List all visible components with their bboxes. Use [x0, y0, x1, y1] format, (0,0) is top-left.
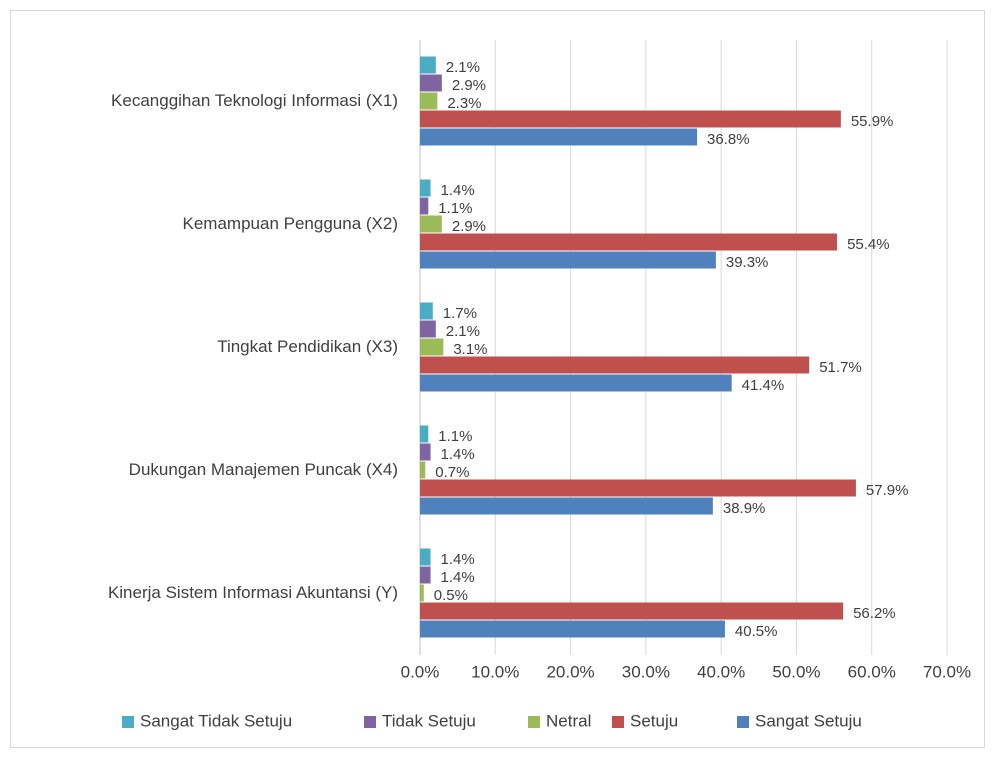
category-label: Tingkat Pendidikan (X3) [217, 337, 398, 356]
category-label: Kemampuan Pengguna (X2) [183, 214, 398, 233]
bar [420, 566, 431, 584]
data-label: 2.1% [446, 59, 480, 76]
bar [420, 425, 429, 443]
data-label: 55.4% [847, 236, 890, 253]
data-label: 1.4% [441, 569, 475, 586]
bar [420, 461, 426, 479]
data-label: 1.4% [441, 551, 475, 568]
bar [420, 110, 841, 128]
bar [420, 479, 856, 497]
bar [420, 338, 444, 356]
x-tick-label: 40.0% [697, 662, 745, 681]
bar [420, 179, 431, 197]
bar [420, 602, 844, 620]
category-label: Kinerja Sistem Informasi Akuntansi (Y) [108, 583, 398, 602]
data-label: 0.7% [435, 464, 469, 481]
data-label: 1.4% [441, 446, 475, 463]
data-label: 51.7% [819, 359, 862, 376]
legend-label: Tidak Setuju [382, 711, 476, 730]
x-tick-label: 50.0% [772, 662, 820, 681]
legend-label: Setuju [630, 711, 678, 730]
x-tick-label: 30.0% [622, 662, 670, 681]
bar [420, 302, 433, 320]
bar [420, 356, 810, 374]
bar [420, 374, 732, 392]
bar [420, 497, 713, 515]
data-label: 57.9% [866, 482, 909, 499]
x-tick-label: 20.0% [546, 662, 594, 681]
data-label: 40.5% [735, 623, 778, 640]
legend-swatch [364, 716, 376, 728]
data-label: 2.1% [446, 323, 480, 340]
data-label: 2.3% [447, 95, 481, 112]
bar [420, 620, 725, 638]
x-tick-label: 0.0% [401, 662, 440, 681]
bar [420, 128, 698, 146]
data-label: 39.3% [726, 254, 769, 271]
bar [420, 74, 442, 92]
data-label: 1.1% [438, 200, 472, 217]
data-label: 1.1% [438, 428, 472, 445]
x-tick-label: 60.0% [848, 662, 896, 681]
legend-swatch [528, 716, 540, 728]
data-label: 0.5% [434, 587, 468, 604]
data-label: 56.2% [853, 605, 896, 622]
legend-swatch [737, 716, 749, 728]
bar [420, 215, 442, 233]
data-label: 38.9% [723, 500, 766, 517]
bar [420, 197, 429, 215]
data-label: 1.4% [441, 182, 475, 199]
data-label: 1.7% [443, 305, 477, 322]
legend-label: Sangat Tidak Setuju [140, 711, 292, 730]
legend-label: Sangat Setuju [755, 711, 862, 730]
data-label: 36.8% [707, 131, 750, 148]
legend-swatch [612, 716, 624, 728]
data-label: 2.9% [452, 218, 486, 235]
bar [420, 443, 431, 461]
bar [420, 320, 436, 338]
bar [420, 56, 436, 74]
data-label: 2.9% [452, 77, 486, 94]
bar [420, 233, 838, 251]
bar [420, 92, 438, 110]
chart-border [10, 10, 985, 748]
x-tick-label: 10.0% [471, 662, 519, 681]
bar [420, 251, 716, 269]
data-label: 3.1% [453, 341, 487, 358]
data-label: 41.4% [742, 377, 785, 394]
data-label: 55.9% [851, 113, 894, 130]
bar [420, 584, 424, 602]
x-tick-label: 70.0% [923, 662, 971, 681]
bar [420, 548, 431, 566]
legend-label: Netral [546, 711, 591, 730]
category-label: Kecanggihan Teknologi Informasi (X1) [111, 91, 398, 110]
category-label: Dukungan Manajemen Puncak (X4) [129, 460, 398, 479]
legend-swatch [122, 716, 134, 728]
